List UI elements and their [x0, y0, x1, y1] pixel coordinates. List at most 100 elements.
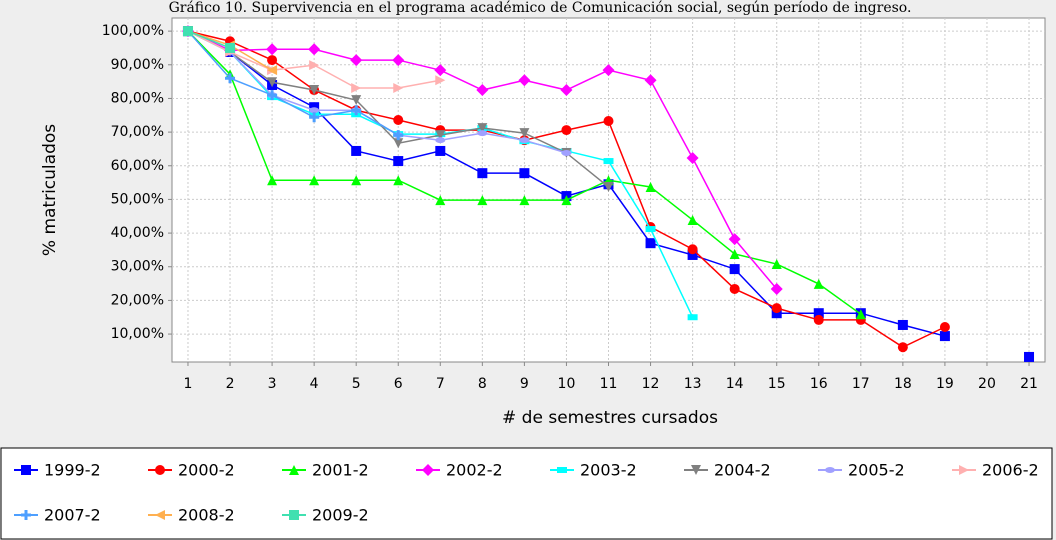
x-tick-label: 3 — [268, 376, 277, 392]
marker — [477, 130, 488, 137]
marker — [155, 510, 165, 520]
x-tick-label: 20 — [978, 376, 996, 392]
x-tick-label: 16 — [810, 376, 828, 392]
x-tick-label: 10 — [558, 376, 576, 392]
marker — [309, 85, 320, 96]
marker — [422, 464, 434, 476]
legend — [0, 447, 1053, 540]
marker — [519, 128, 530, 139]
marker — [267, 65, 278, 76]
marker — [476, 84, 489, 97]
marker — [687, 214, 698, 225]
marker — [434, 64, 447, 77]
marker — [644, 74, 657, 87]
marker — [309, 60, 320, 71]
y-tick-label: 70,00% — [111, 124, 164, 140]
y-axis-label: % matriculados — [40, 124, 60, 256]
marker — [603, 181, 614, 192]
marker — [393, 130, 404, 141]
marker — [182, 26, 193, 37]
marker — [645, 181, 656, 192]
marker — [813, 278, 824, 289]
x-tick-label: 21 — [1020, 376, 1038, 392]
marker — [350, 54, 363, 67]
marker — [686, 152, 699, 165]
x-tick-label: 13 — [684, 376, 702, 392]
legend-label: 2004-2 — [714, 461, 771, 480]
marker — [225, 42, 236, 53]
marker — [289, 510, 299, 520]
marker — [729, 283, 740, 294]
marker — [939, 331, 950, 342]
marker — [959, 465, 969, 475]
legend-label: 2005-2 — [848, 461, 905, 480]
marker — [687, 244, 698, 255]
x-tick-label: 17 — [852, 376, 870, 392]
marker — [309, 107, 320, 114]
marker — [351, 145, 362, 156]
marker — [351, 83, 362, 94]
legend-label: 2003-2 — [580, 461, 637, 480]
y-tick-label: 50,00% — [111, 191, 164, 207]
x-tick-label: 6 — [394, 376, 403, 392]
marker — [21, 510, 31, 520]
marker — [561, 149, 572, 156]
marker — [825, 467, 835, 473]
legend-label: 1999-2 — [44, 461, 101, 480]
marker — [351, 95, 362, 106]
marker — [729, 264, 740, 275]
marker — [393, 175, 404, 186]
marker — [561, 125, 572, 136]
marker — [393, 138, 404, 149]
marker — [267, 175, 278, 186]
marker — [435, 137, 446, 144]
x-tick-label: 19 — [936, 376, 954, 392]
y-tick-label: 40,00% — [111, 225, 164, 241]
marker — [518, 74, 531, 87]
marker — [519, 195, 530, 206]
legend-label: 2000-2 — [178, 461, 235, 480]
marker — [155, 465, 165, 475]
marker — [771, 303, 782, 314]
series-line — [187, 30, 399, 136]
legend-label: 2007-2 — [44, 506, 101, 525]
marker — [687, 249, 698, 260]
marker — [687, 314, 698, 321]
marker — [557, 467, 567, 473]
marker — [435, 195, 446, 206]
y-tick-label: 10,00% — [111, 326, 164, 342]
y-tick-label: 80,00% — [111, 90, 164, 106]
y-tick-label: 90,00% — [111, 57, 164, 73]
marker — [308, 43, 321, 56]
marker — [519, 168, 530, 179]
marker — [645, 226, 656, 233]
marker — [392, 54, 405, 67]
marker — [225, 73, 236, 84]
marker — [266, 43, 279, 56]
y-tick-label: 20,00% — [111, 292, 164, 308]
x-tick-label: 8 — [478, 376, 487, 392]
x-tick-label: 11 — [600, 376, 618, 392]
marker — [771, 259, 782, 270]
marker — [602, 64, 615, 77]
marker — [309, 112, 320, 123]
marker — [519, 137, 530, 144]
legend-label: 2009-2 — [312, 506, 369, 525]
x-tick-label: 14 — [726, 376, 744, 392]
marker — [729, 248, 740, 259]
x-tick-label: 9 — [520, 376, 529, 392]
marker — [813, 308, 824, 319]
marker — [393, 114, 404, 125]
x-tick-label: 7 — [436, 376, 445, 392]
marker — [351, 175, 362, 186]
marker — [309, 175, 320, 186]
x-tick-label: 18 — [894, 376, 912, 392]
marker — [560, 84, 573, 97]
marker — [728, 233, 741, 246]
marker — [21, 465, 31, 475]
marker — [603, 115, 614, 126]
marker — [477, 168, 488, 179]
marker — [393, 83, 404, 94]
legend-label: 2006-2 — [982, 461, 1039, 480]
